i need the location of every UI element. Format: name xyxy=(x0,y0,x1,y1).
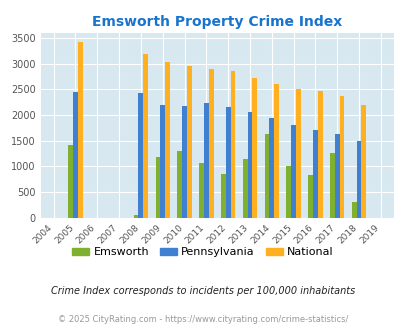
Bar xyxy=(160,105,165,218)
Bar xyxy=(264,134,269,218)
Bar xyxy=(155,157,160,218)
Bar xyxy=(356,141,360,218)
Bar xyxy=(182,106,186,218)
Bar xyxy=(230,71,235,218)
Bar xyxy=(73,91,78,218)
Bar xyxy=(68,145,73,218)
Bar xyxy=(78,42,83,218)
Bar xyxy=(186,66,191,218)
Bar xyxy=(165,62,169,218)
Bar xyxy=(143,53,148,218)
Bar xyxy=(360,105,365,218)
Bar xyxy=(220,174,225,218)
Bar xyxy=(273,84,278,218)
Text: Crime Index corresponds to incidents per 100,000 inhabitants: Crime Index corresponds to incidents per… xyxy=(51,286,354,296)
Bar xyxy=(242,159,247,218)
Bar xyxy=(198,163,203,218)
Bar xyxy=(269,118,273,218)
Bar xyxy=(203,103,208,218)
Text: © 2025 CityRating.com - https://www.cityrating.com/crime-statistics/: © 2025 CityRating.com - https://www.city… xyxy=(58,315,347,324)
Bar xyxy=(138,93,143,218)
Bar xyxy=(225,108,230,218)
Bar xyxy=(290,125,295,218)
Bar xyxy=(252,78,256,218)
Bar xyxy=(177,151,182,218)
Title: Emsworth Property Crime Index: Emsworth Property Crime Index xyxy=(92,15,341,29)
Bar xyxy=(286,166,290,218)
Bar xyxy=(339,96,343,218)
Bar xyxy=(351,202,356,218)
Bar xyxy=(133,215,138,218)
Legend: Emsworth, Pennsylvania, National: Emsworth, Pennsylvania, National xyxy=(68,243,337,262)
Bar xyxy=(307,175,312,218)
Bar xyxy=(317,91,322,218)
Bar xyxy=(247,112,252,218)
Bar xyxy=(334,134,339,218)
Bar xyxy=(208,69,213,218)
Bar xyxy=(312,130,317,218)
Bar xyxy=(295,89,300,218)
Bar xyxy=(329,152,334,218)
